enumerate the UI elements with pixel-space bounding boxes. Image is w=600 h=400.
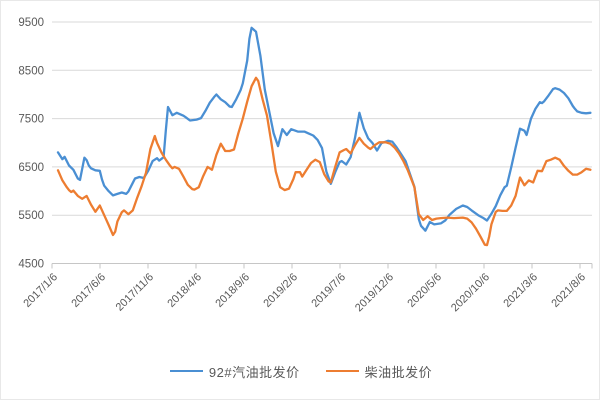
legend-label-gasoline: 92#汽油批发价 — [208, 364, 300, 380]
x-axis-tick-label: 2017/1/6 — [21, 271, 60, 310]
legend: 92#汽油批发价 柴油批发价 — [1, 359, 599, 383]
x-axis-tick-label: 2020/10/6 — [449, 271, 492, 314]
y-axis-tick-label: 7500 — [18, 114, 44, 126]
y-axis-tick-label: 5500 — [18, 210, 44, 222]
y-axis-tick-label: 4500 — [18, 259, 44, 271]
x-axis-tick-label: 2021/8/6 — [549, 271, 588, 310]
x-axis-tick-label: 2019/12/6 — [353, 271, 396, 314]
x-axis-tick-label: 2020/5/6 — [405, 271, 444, 310]
x-axis-tick-label: 2019/7/6 — [309, 271, 348, 310]
x-axis-tick-label: 2017/11/6 — [114, 271, 157, 314]
x-axis-tick-label: 2021/3/6 — [501, 271, 540, 310]
y-axis-tick-label: 9500 — [18, 17, 44, 29]
x-axis-tick-label: 2017/6/6 — [69, 271, 108, 310]
legend-label-diesel: 柴油批发价 — [364, 364, 433, 380]
x-axis-tick-label: 2019/2/6 — [261, 271, 300, 310]
gasoline-line-swatch — [169, 370, 203, 372]
gasoline-price-line — [56, 26, 592, 232]
y-axis-tick-label: 8500 — [18, 65, 44, 77]
x-axis-tick-label: 2018/9/6 — [213, 271, 252, 310]
diesel-price-line — [56, 76, 592, 247]
x-axis-tick-label: 2018/4/6 — [165, 271, 204, 310]
legend-item-diesel: 柴油批发价 — [325, 362, 433, 381]
diesel-line-swatch — [325, 370, 359, 372]
y-axis-tick-label: 6500 — [18, 162, 44, 174]
legend-item-gasoline: 92#汽油批发价 — [169, 362, 300, 381]
